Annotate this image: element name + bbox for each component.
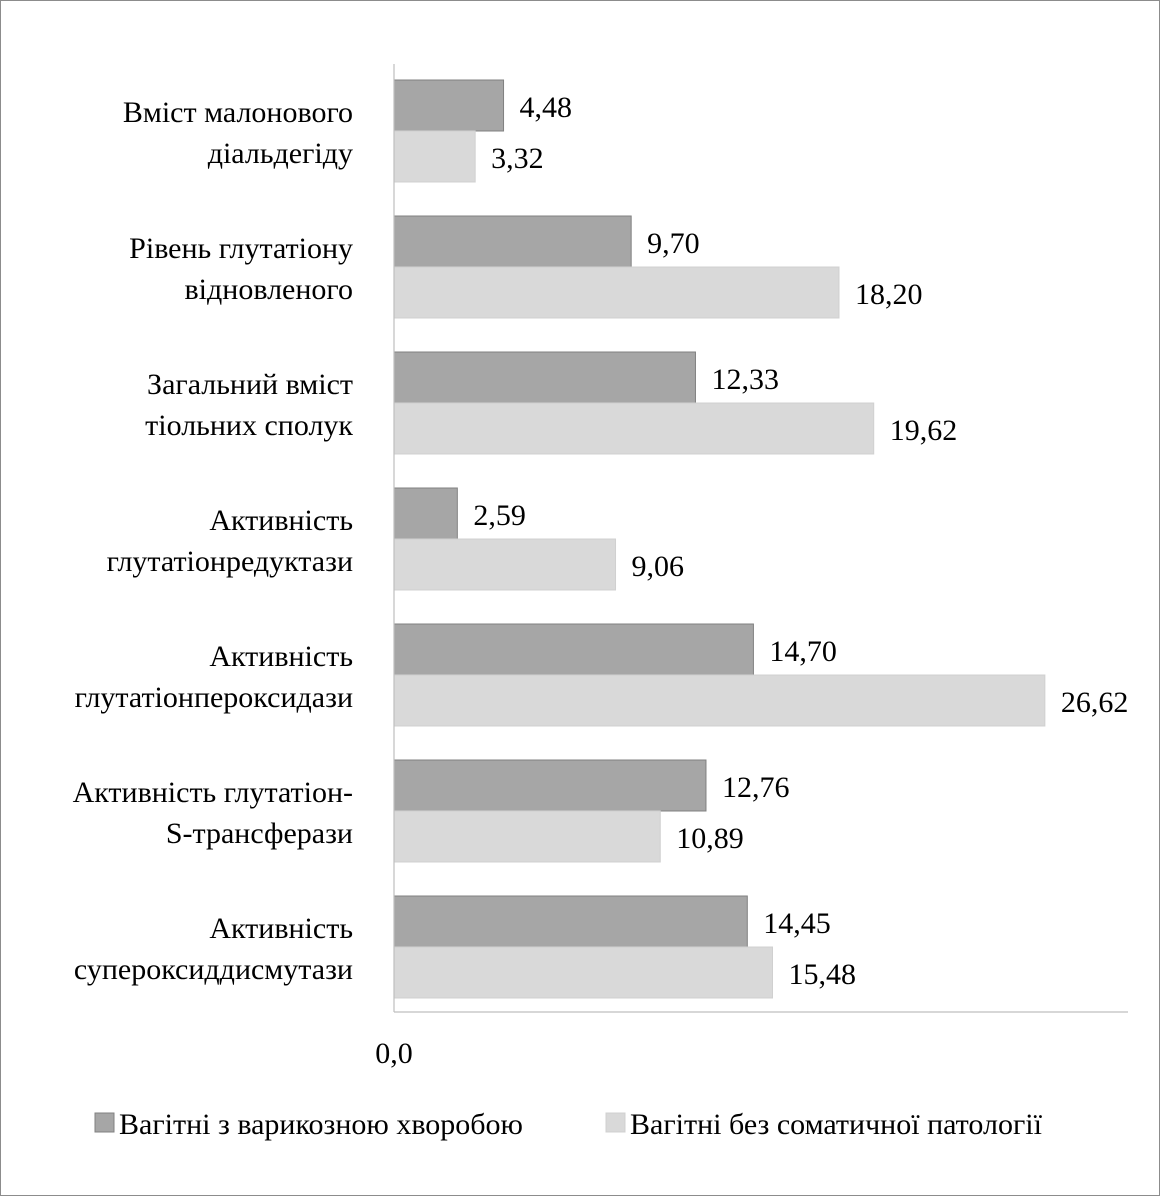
data-label: 12,33 — [711, 363, 779, 396]
data-label: 26,62 — [1061, 686, 1129, 719]
bar-series-healthy — [393, 130, 476, 183]
bar-series-varicose — [393, 623, 754, 676]
category-label-line: Активність — [209, 640, 353, 673]
category-label-line: відновленого — [185, 273, 354, 306]
category-label-line: Активність — [209, 504, 353, 537]
data-label: 14,70 — [769, 635, 837, 668]
data-label: 19,62 — [890, 414, 958, 447]
data-label: 15,48 — [788, 958, 856, 991]
data-label: 14,45 — [763, 907, 831, 940]
category-label: Активність глутатіон- S-трансферази — [73, 776, 353, 850]
legend-entry-label: Вагітні без соматичної патології — [630, 1108, 1043, 1141]
legend: Вагітні з варикозною хворобою Вагітні без… — [94, 1108, 1043, 1141]
bars-layer — [393, 79, 1046, 999]
data-label: 2,59 — [473, 499, 526, 532]
bar-series-varicose — [393, 79, 505, 132]
data-label: 9,70 — [647, 227, 700, 260]
category-label: Активність супероксиддисмутази — [74, 912, 353, 986]
category-label-line: Активність — [209, 912, 353, 945]
category-label-line: глутатіонпероксидази — [75, 681, 353, 714]
category-label: Вміст малонового діальдегіду — [123, 96, 353, 170]
bar-series-varicose — [393, 895, 748, 948]
category-label-line: діальдегіду — [208, 137, 353, 170]
data-label: 12,76 — [722, 771, 790, 804]
bar-series-healthy — [393, 538, 617, 591]
category-label-line: Вміст малонового — [123, 96, 353, 129]
bar-series-healthy — [393, 674, 1046, 727]
category-label-line: глутатіонредуктази — [107, 545, 353, 578]
bar-series-varicose — [393, 215, 632, 268]
legend-swatch-varicose — [94, 1112, 115, 1133]
category-label: Активність глутатіонредуктази — [107, 504, 353, 578]
category-label-line: супероксиддисмутази — [74, 953, 353, 986]
axes-layer — [393, 64, 1128, 1013]
data-label: 18,20 — [855, 278, 923, 311]
bar-series-healthy — [393, 266, 840, 319]
bar-series-varicose — [393, 487, 458, 540]
data-label: 4,48 — [520, 91, 573, 124]
category-label: Загальний вміст тіольних сполук — [145, 368, 353, 442]
category-label-line: Загальний вміст — [147, 368, 353, 401]
labels-layer: Вміст малонового діальдегіду 4,48 3,32 Рівен… — [73, 91, 1129, 1070]
x-tick-label: 0,0 — [375, 1037, 413, 1070]
data-label: 9,06 — [632, 550, 685, 583]
legend-swatch-healthy — [605, 1112, 626, 1133]
bar-series-varicose — [393, 351, 696, 404]
category-label: Активність глутатіонпероксидази — [75, 640, 353, 714]
category-label-line: Рівень глутатіону — [129, 232, 353, 265]
data-label: 3,32 — [491, 142, 544, 175]
category-label-line: Активність глутатіон- — [73, 776, 353, 809]
category-label-line: тіольних сполук — [145, 409, 353, 442]
bar-series-healthy — [393, 810, 661, 863]
bar-series-varicose — [393, 759, 707, 812]
bar-series-healthy — [393, 402, 875, 455]
category-label: Рівень глутатіону відновленого — [129, 232, 353, 306]
category-label-line: S-трансферази — [166, 817, 353, 850]
bar-series-healthy — [393, 946, 773, 999]
data-label: 10,89 — [676, 822, 744, 855]
legend-entry-label: Вагітні з варикозною хворобою — [119, 1108, 523, 1141]
